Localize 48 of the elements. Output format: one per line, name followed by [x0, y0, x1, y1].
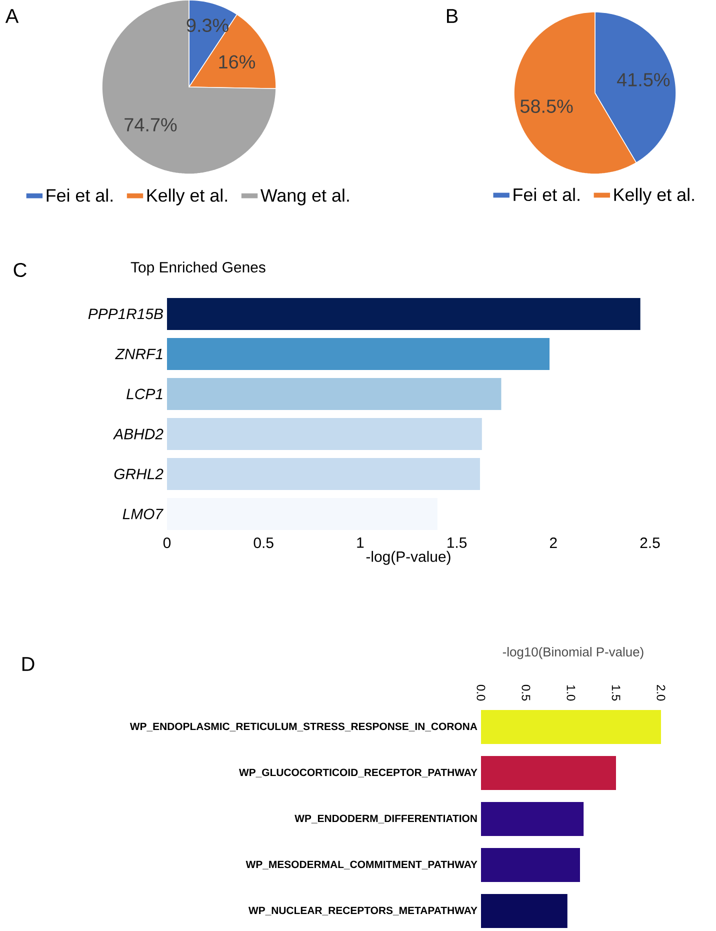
x-tick-label: 1.5 [612, 685, 620, 701]
x-tick-label: 0.0 [476, 684, 486, 701]
bar [481, 894, 568, 928]
bar [167, 418, 482, 450]
bar [167, 458, 480, 490]
y-tick-label: WP_MESODERMAL_COMMITMENT_PATHWAY [246, 860, 478, 870]
text: D [22, 657, 34, 671]
x-tick-label: 0.5 [254, 538, 274, 548]
y-tick-label: LCP1 [126, 388, 162, 400]
y-tick-label: WP_ENDODERM_DIFFERENTIATION [294, 814, 477, 824]
x-axis-title: -log10(Binomial P-value) [502, 646, 644, 660]
x-tick-label: 1.5 [448, 538, 467, 548]
data-label: 41.5% [617, 73, 670, 86]
legend-label: Fei et al. [514, 188, 580, 202]
x-tick-label: 0 [163, 538, 171, 548]
x-tick-label: 1 [357, 538, 364, 548]
data-label: 58.5% [520, 100, 573, 113]
y-tick-label: PPP1R15B [88, 308, 163, 320]
x-tick-label: 1.0 [566, 685, 576, 701]
bar [167, 298, 640, 330]
legend-label: Wang et al. [260, 188, 349, 206]
chart-title: Top Enriched Genes [130, 262, 266, 276]
x-tick-label: 0.5 [522, 684, 530, 701]
legend-label: Kelly et al. [614, 188, 694, 205]
bar [481, 756, 616, 790]
y-tick-label: ABHD2 [112, 428, 164, 440]
text: B [447, 9, 458, 23]
text: C [14, 262, 26, 278]
data-label: 74.7% [124, 118, 177, 132]
bar [481, 802, 584, 836]
bar [481, 848, 580, 882]
y-tick-label: ZNRF1 [115, 348, 162, 360]
y-tick-label: WP_ENDOPLASMIC_RETICULUM_STRESS_RESPONSE_IN_CORONA [130, 722, 478, 732]
data-label: 16% [219, 55, 256, 69]
bar [481, 710, 661, 744]
y-tick-label: GRHL2 [114, 468, 164, 480]
y-tick-label: LMO7 [122, 508, 164, 520]
y-tick-label: WP_NUCLEAR_RECEPTORS_METAPATHWAY [248, 906, 478, 916]
bar [167, 338, 550, 370]
x-axis-title: -log(P-value) [366, 550, 450, 565]
text: A [5, 9, 19, 23]
legend-label: Kelly et al. [147, 188, 227, 206]
x-tick-label: 2 [550, 538, 557, 548]
legend-label: Fei et al. [46, 188, 112, 202]
x-tick-label: 2.0 [656, 685, 666, 701]
bar [167, 378, 502, 410]
x-tick-label: 2.5 [640, 538, 660, 548]
y-tick-label: WP_GLUCOCORTICOID_RECEPTOR_PATHWAY [239, 768, 478, 778]
